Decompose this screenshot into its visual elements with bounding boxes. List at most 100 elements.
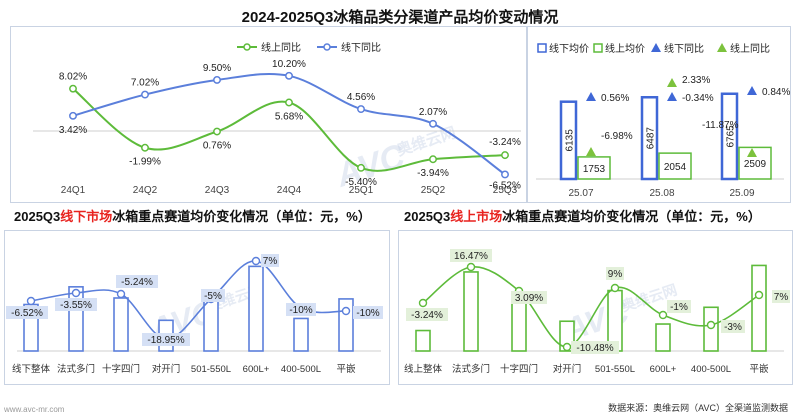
data-point bbox=[116, 289, 126, 299]
offline-yoy-marker bbox=[747, 86, 757, 95]
data-label: -1.99% bbox=[129, 157, 161, 168]
label-bg bbox=[116, 275, 158, 288]
tick-label: 24Q1 bbox=[61, 185, 86, 196]
data-label: -10.48% bbox=[576, 343, 613, 354]
tick-label: 24Q3 bbox=[205, 185, 230, 196]
data-label: -3.24% bbox=[411, 310, 443, 321]
online-bar bbox=[577, 156, 611, 180]
tick-label: 600L+ bbox=[243, 364, 270, 375]
tick-label: 平嵌 bbox=[749, 363, 769, 375]
tick-label: 501-550L bbox=[191, 364, 231, 375]
tick-label: 对开门 bbox=[553, 363, 582, 375]
data-label: -18.95% bbox=[147, 335, 184, 346]
tick-label: 线下整体 bbox=[12, 363, 51, 375]
data-label: 7% bbox=[263, 256, 278, 267]
data-point bbox=[357, 163, 365, 172]
online-value-label: 2054 bbox=[664, 162, 687, 173]
online-value-label: 1753 bbox=[583, 164, 606, 175]
legend-marker bbox=[243, 43, 251, 51]
change-line bbox=[30, 260, 347, 340]
offline-bar bbox=[640, 96, 659, 181]
online-yoy-marker bbox=[667, 78, 677, 87]
data-point bbox=[213, 127, 221, 136]
tick-label: 25.08 bbox=[649, 188, 674, 199]
tick-label: 线上整体 bbox=[404, 363, 443, 375]
data-point bbox=[418, 298, 428, 308]
category-bar bbox=[751, 264, 767, 352]
label-bg bbox=[201, 289, 225, 302]
tick-label: 十字四门 bbox=[500, 363, 538, 375]
offline-value-label: 6487 bbox=[646, 127, 657, 150]
data-label: -3% bbox=[724, 322, 742, 333]
label-bg bbox=[450, 249, 492, 262]
data-label: 10.20% bbox=[272, 59, 306, 70]
tick-label: 25.09 bbox=[729, 188, 754, 199]
data-point bbox=[141, 143, 149, 152]
online-value-label: 2509 bbox=[744, 159, 767, 170]
tick-label: 对开门 bbox=[152, 363, 181, 375]
category-bar bbox=[113, 297, 129, 352]
offline-bar bbox=[720, 92, 739, 181]
data-label: 8.02% bbox=[59, 72, 87, 83]
tick-label: 501-550L bbox=[595, 364, 635, 375]
tick-label: 400-500L bbox=[691, 364, 731, 375]
data-point bbox=[501, 151, 509, 160]
data-label: -6.52% bbox=[489, 180, 521, 191]
label-bg bbox=[55, 298, 97, 311]
data-point bbox=[429, 119, 437, 128]
category-bar bbox=[248, 265, 264, 352]
tick-label: 25Q2 bbox=[421, 185, 446, 196]
tick-label: 法式多门 bbox=[57, 363, 95, 375]
offline-value-label: 6765 bbox=[726, 125, 737, 148]
label-bg bbox=[667, 300, 691, 313]
footer-source: 数据来源：奥维云网（AVC）全渠道监测数据 bbox=[608, 403, 788, 413]
data-point bbox=[357, 105, 365, 114]
quarterly-panel: AVC 奥维云网 线上同比 线下同比 8.02% -1.99% 0.76% 5.68% -5.4… bbox=[10, 26, 527, 203]
tick-label: 24Q4 bbox=[277, 185, 302, 196]
legend-label: 线上同比 bbox=[730, 42, 770, 55]
chart-title: 2024-2025Q3冰箱品类分渠道产品均价变动情况 bbox=[241, 9, 559, 26]
label-bg bbox=[571, 341, 619, 354]
data-label: 7% bbox=[774, 292, 789, 303]
legend-marker bbox=[537, 43, 547, 53]
data-point bbox=[706, 320, 716, 330]
data-label: 7.02% bbox=[131, 78, 159, 89]
offline-yoy-label: -0.34% bbox=[682, 93, 714, 104]
tick-label: 25.07 bbox=[568, 188, 593, 199]
data-label: -10% bbox=[356, 308, 379, 319]
label-bg bbox=[772, 290, 790, 303]
label-bg bbox=[511, 291, 547, 304]
data-label: 16.47% bbox=[454, 251, 488, 262]
data-label: -10% bbox=[289, 305, 312, 316]
data-point bbox=[141, 90, 149, 99]
online-yoy-label: -6.98% bbox=[601, 131, 633, 142]
data-label: -1% bbox=[670, 302, 688, 313]
offline-yoy-marker bbox=[667, 92, 677, 101]
monthly-panel: 线下均价 线上均价 线下同比 线上同比 6135 1753 0.56% -6.98% 25.07… bbox=[527, 26, 791, 203]
legend-label: 线上同比 bbox=[261, 41, 301, 54]
category-bar bbox=[415, 329, 431, 352]
tick-label: 平嵌 bbox=[336, 363, 356, 375]
online-yoy-marker bbox=[747, 148, 757, 157]
data-label: 5.68% bbox=[275, 111, 303, 122]
data-label: -3.55% bbox=[60, 300, 92, 311]
legend-marker bbox=[593, 43, 603, 53]
offline-panel: AVC 奥维云网 线下整体 法式多门 十字四门 对开门 501-550L 600L+ 400-5… bbox=[4, 230, 390, 385]
data-point bbox=[69, 84, 77, 93]
label-bg bbox=[721, 320, 745, 333]
category-bar bbox=[511, 299, 527, 352]
label-bg bbox=[353, 306, 383, 319]
data-label: -5.40% bbox=[345, 177, 377, 188]
data-label: 3.42% bbox=[59, 125, 87, 136]
data-point bbox=[285, 71, 293, 80]
data-label: 9.50% bbox=[203, 63, 231, 74]
online-panel: AVC 奥维云网 线上整体 法式多门 十字四门 对开门 501-550L 600L+ 400-5… bbox=[398, 230, 793, 385]
offline-yoy-marker bbox=[586, 92, 596, 101]
data-label: 4.56% bbox=[347, 92, 375, 103]
data-point bbox=[285, 98, 293, 107]
tick-label: 400-500L bbox=[281, 364, 321, 375]
category-bar bbox=[293, 317, 309, 352]
data-point bbox=[658, 310, 668, 320]
